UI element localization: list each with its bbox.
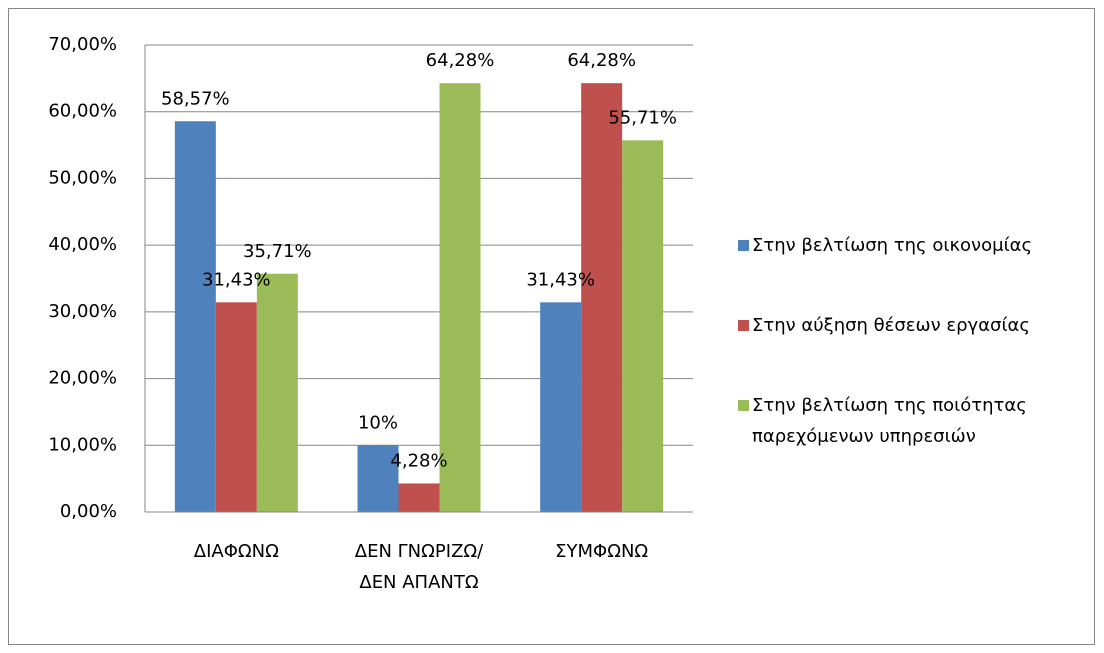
data-label: 35,71% (243, 241, 312, 262)
y-tick-label: 20,00% (48, 368, 117, 389)
legend-swatch (738, 400, 749, 411)
legend-swatch (738, 240, 749, 251)
y-tick-label: 50,00% (48, 167, 117, 188)
data-label: 55,71% (608, 107, 677, 128)
bar (174, 121, 216, 512)
bar (256, 273, 298, 512)
bar (398, 483, 440, 512)
y-tick-label: 70,00% (48, 34, 117, 55)
bar (581, 83, 623, 512)
data-label: 64,28% (426, 50, 495, 71)
bar (215, 302, 257, 512)
x-tick-label: ΔΕΝ ΓΝΩΡΙΖΩ/ΔΕΝ ΑΠΑΝΤΩ (354, 541, 484, 593)
bar (622, 140, 664, 512)
data-label: 31,43% (526, 269, 595, 290)
x-tick-label: ΣΥΜΦΩΝΩ (555, 541, 649, 562)
bar (357, 445, 399, 512)
y-tick-label: 60,00% (48, 101, 117, 122)
legend-swatch (738, 320, 749, 331)
y-tick-label: 0,00% (60, 501, 117, 522)
data-label: 10% (358, 412, 398, 433)
legend-label: Στην αύξηση θέσεων εργασίας (752, 315, 1030, 336)
data-label: 58,57% (161, 88, 230, 109)
legend-label: Στην βελτίωση της ποιότητας παρεχόμενων … (752, 395, 1027, 447)
y-tick-label: 10,00% (48, 434, 117, 455)
bar (439, 83, 481, 512)
y-tick-label: 30,00% (48, 301, 117, 322)
data-label: 31,43% (202, 269, 271, 290)
legend-label: Στην βελτίωση της οικονομίας (752, 235, 1033, 256)
bar (540, 302, 582, 512)
data-label: 64,28% (567, 50, 636, 71)
x-tick-label: ΔΙΑΦΩΝΩ (193, 541, 279, 562)
y-tick-label: 40,00% (48, 234, 117, 255)
data-label: 4,28% (390, 450, 447, 471)
